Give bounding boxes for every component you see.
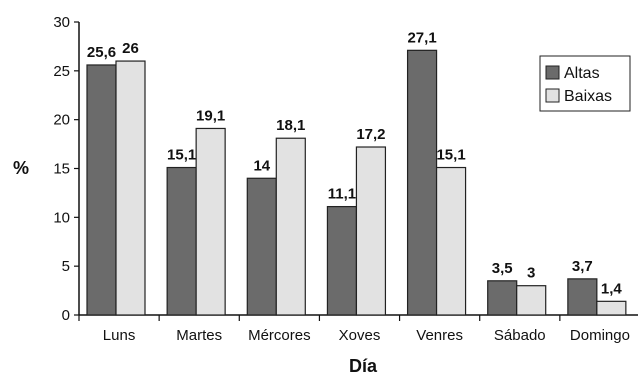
data-label-altas: 3,7 — [572, 258, 593, 275]
bar-altas — [567, 278, 598, 316]
x-tick-label: Mércores — [248, 327, 311, 344]
data-label-altas: 14 — [253, 157, 270, 174]
y-tick-label: 25 — [53, 63, 70, 80]
x-axis-title: Día — [349, 356, 378, 376]
legend-swatch-altas — [545, 65, 560, 80]
legend-label-baixas: Baixas — [564, 88, 612, 105]
y-tick-label: 5 — [62, 258, 70, 275]
legend-swatch-baixas — [545, 88, 560, 103]
bar-altas — [487, 280, 518, 316]
data-label-baixas: 18,1 — [276, 117, 305, 134]
x-tick-label: Martes — [176, 327, 222, 344]
bar-altas — [326, 205, 358, 316]
data-label-altas: 11,1 — [328, 186, 356, 203]
bar-altas — [166, 166, 197, 316]
bar-altas — [86, 64, 117, 316]
data-label-baixas: 17,2 — [356, 126, 385, 143]
data-label-altas: 3,5 — [492, 260, 513, 277]
y-tick-label: 30 — [53, 14, 70, 31]
x-tick-label: Xoves — [339, 327, 381, 344]
bar-baixas — [516, 285, 547, 316]
y-axis-title: % — [13, 158, 29, 178]
data-label-baixas: 3 — [527, 265, 535, 282]
data-label-baixas: 19,1 — [196, 107, 225, 124]
data-label-altas: 25,6 — [87, 44, 116, 61]
legend-label-altas: Altas — [564, 65, 600, 82]
plot-area: 0 5 10 15 20 25 30 Luns Martes Mércores Xoves Venre… — [53, 14, 638, 344]
data-label-altas: 15,1 — [167, 147, 196, 164]
bar-baixas — [115, 60, 146, 316]
bar-baixas — [596, 300, 627, 316]
legend: Altas Baixas — [539, 55, 631, 112]
bar-altas — [406, 49, 438, 316]
data-label-altas: 27,1 — [407, 29, 436, 46]
data-label-baixas: 15,1 — [436, 147, 465, 164]
bar-baixas — [195, 127, 226, 316]
bar-baixas — [435, 166, 467, 316]
x-tick-label: Sábado — [494, 327, 546, 344]
y-tick-label: 20 — [53, 112, 70, 129]
bar-baixas — [275, 137, 306, 316]
data-label-baixas: 1,4 — [601, 280, 623, 297]
y-tick-label: 15 — [53, 161, 70, 178]
y-tick-label: 0 — [62, 307, 70, 324]
y-tick-label: 10 — [53, 209, 70, 226]
bar-baixas — [355, 146, 387, 316]
x-tick-label: Domingo — [570, 327, 630, 344]
x-tick-label: Venres — [416, 327, 463, 344]
data-label-baixas: 26 — [122, 40, 139, 57]
x-tick-label: Luns — [103, 327, 136, 344]
bar-altas — [246, 177, 277, 316]
